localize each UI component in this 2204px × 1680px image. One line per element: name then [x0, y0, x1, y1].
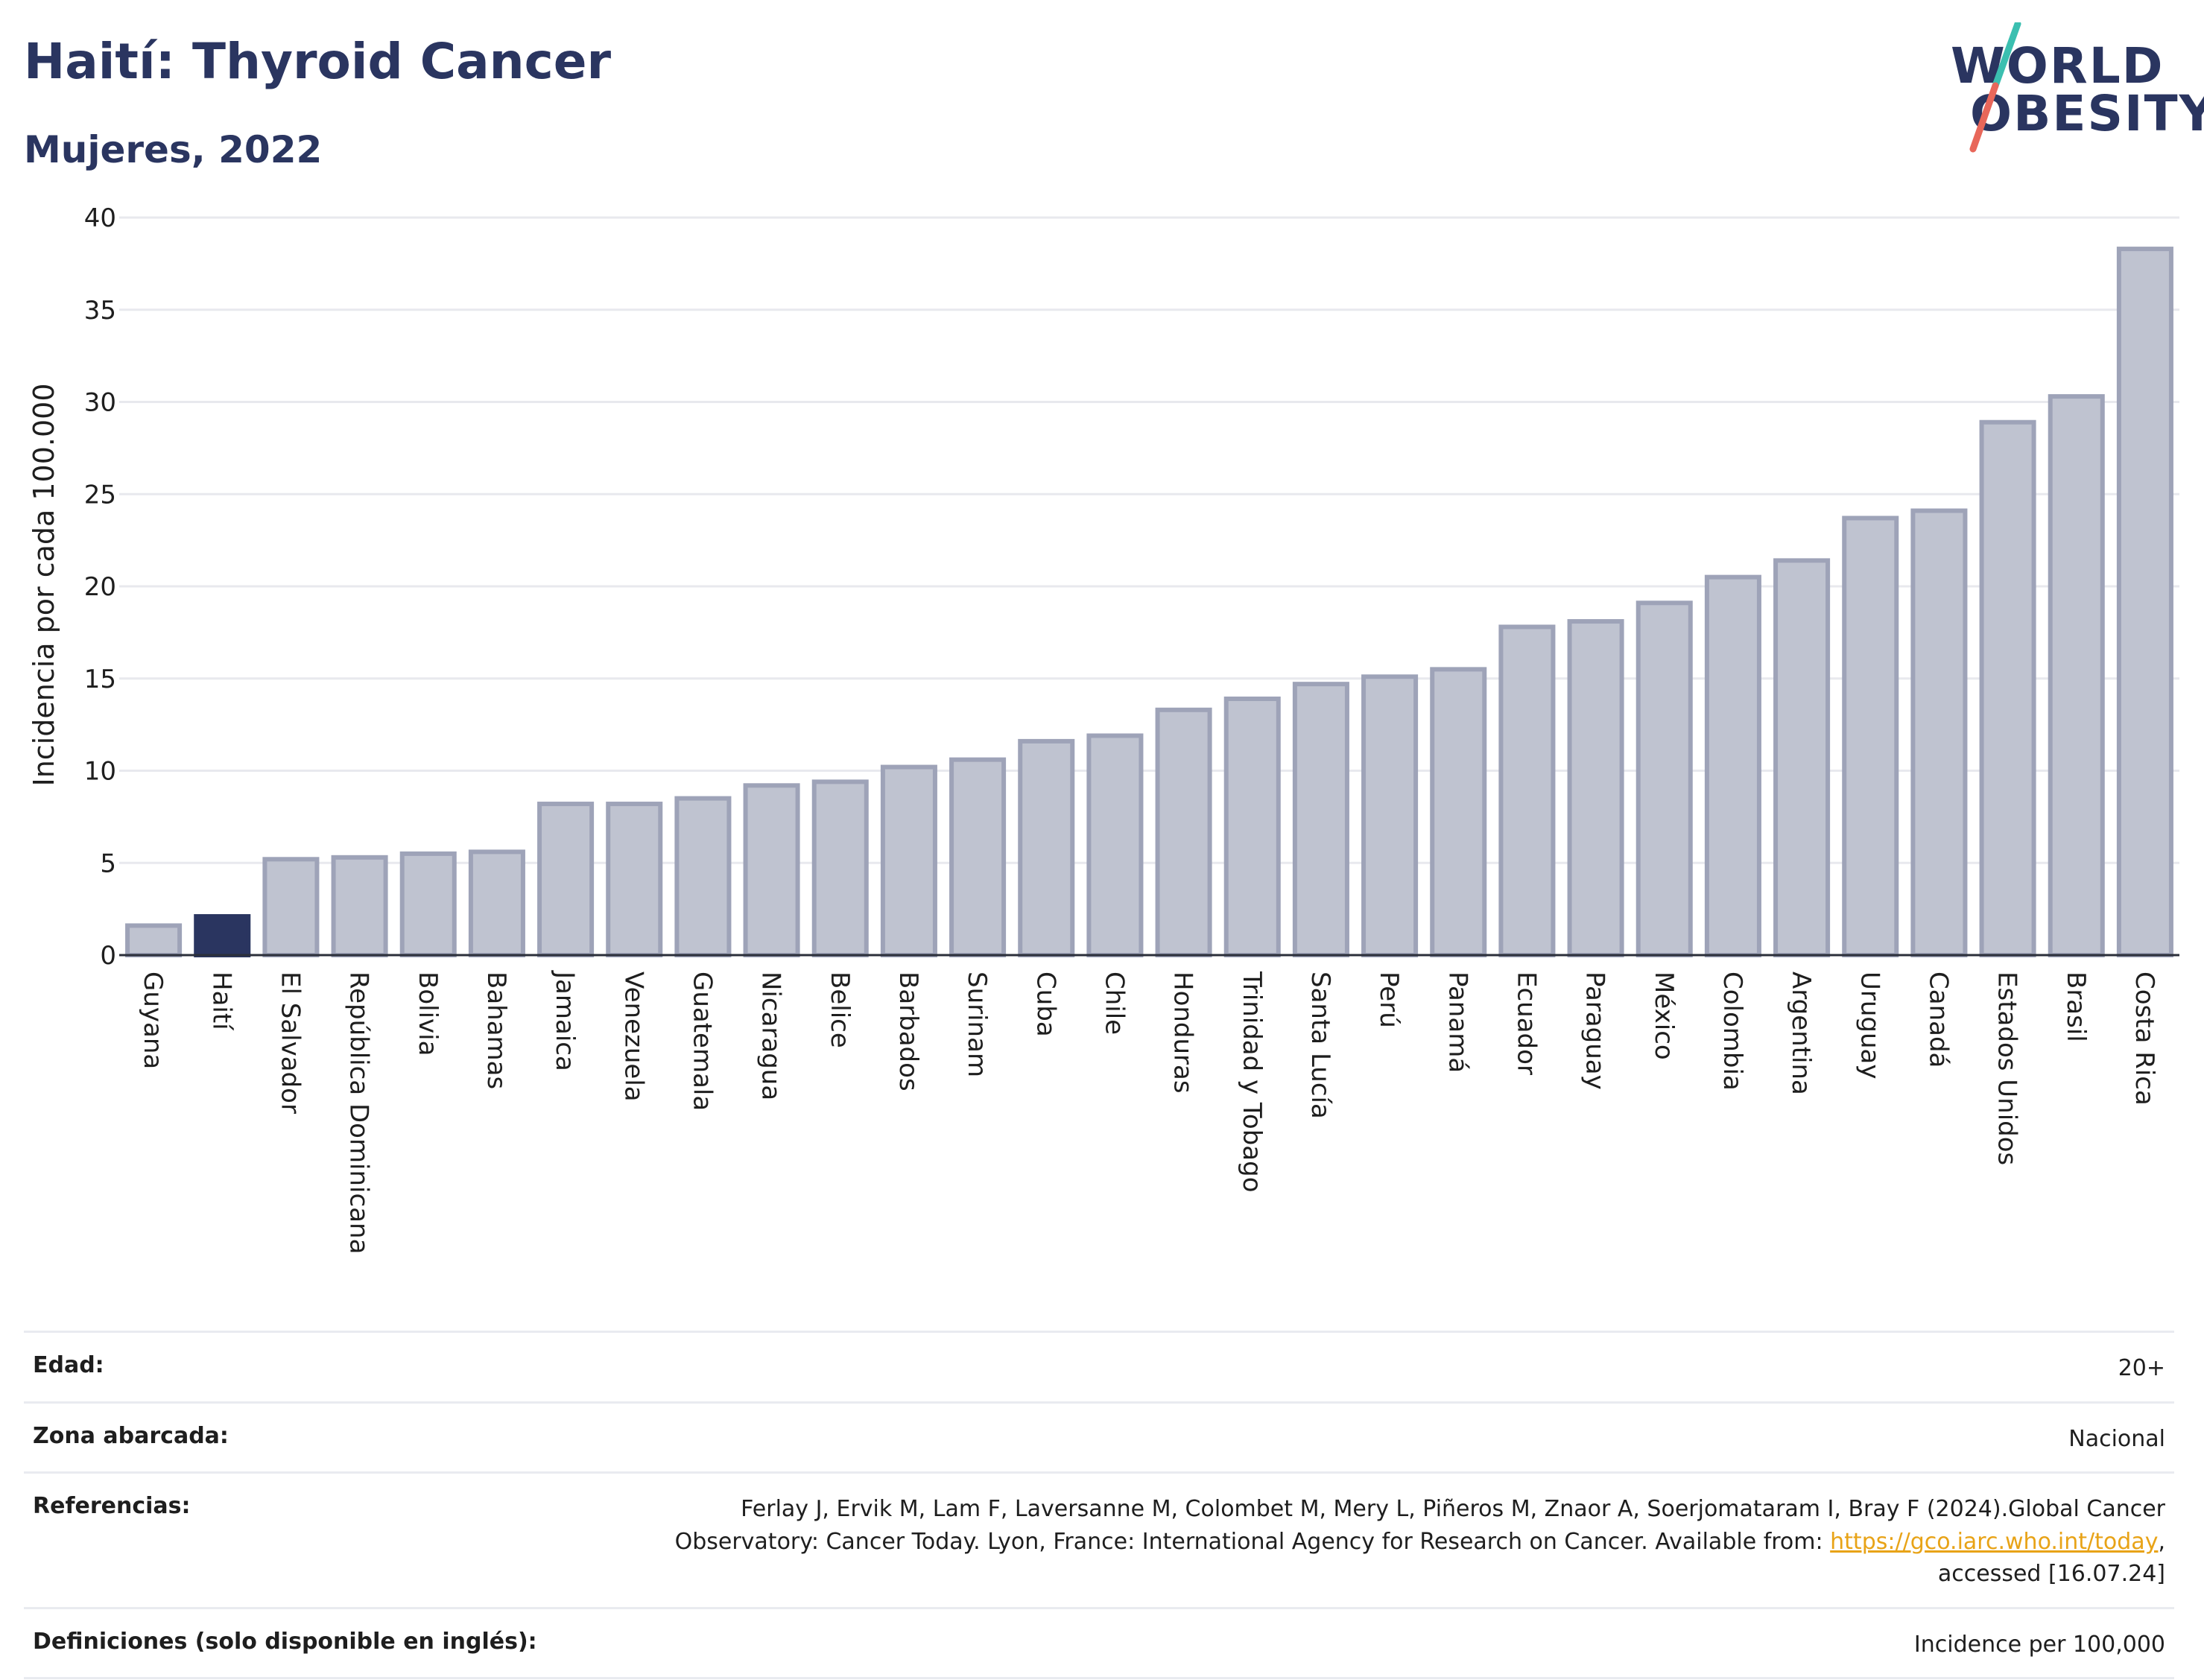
x-tick-label: Costa Rica [2129, 971, 2159, 1106]
x-tick-label: Brasil [2061, 971, 2091, 1042]
world-obesity-logo: WORLD OBESITY [1937, 22, 2204, 156]
reference-link[interactable]: https://gco.iarc.who.int/today [1830, 1528, 2159, 1555]
x-tick-label: Bahamas [481, 971, 511, 1089]
x-tick-label: Santa Lucía [1305, 971, 1335, 1119]
info-row-age: Edad: 20+ [24, 1331, 2174, 1401]
y-tick-label: 35 [84, 296, 116, 326]
y-tick-label: 15 [84, 665, 116, 694]
x-tick-label: Guatemala [687, 971, 717, 1111]
bar [1223, 696, 1281, 957]
bar [1704, 574, 1761, 957]
y-tick-label: 40 [84, 203, 116, 233]
bar [880, 764, 937, 958]
x-tick-label: Surinam [962, 971, 992, 1077]
x-tick-label: Honduras [1168, 971, 1198, 1094]
bar [1567, 619, 1624, 958]
bar [1979, 419, 2036, 957]
logo-slash-icon [1969, 22, 2021, 153]
x-tick-label: Canadá [1923, 971, 1953, 1068]
y-tick-label: 25 [84, 480, 116, 510]
info-row-area: Zona abarcada: Nacional [24, 1401, 2174, 1472]
x-tick-label: Nicaragua [756, 971, 786, 1100]
y-tick-label: 30 [84, 388, 116, 418]
logo-text-world: WORLD [1951, 37, 2165, 95]
info-key: Referencias: [33, 1493, 191, 1519]
info-row-definitions: Definiciones (solo disponible en inglés)… [24, 1606, 2174, 1679]
info-key: Edad: [33, 1352, 104, 1378]
bar [1292, 682, 1349, 957]
x-tick-label: Chile [1099, 971, 1129, 1035]
bar [949, 757, 1007, 958]
info-key: Definiciones (solo disponible en inglés)… [33, 1628, 537, 1655]
bar [606, 802, 663, 958]
x-tick-label: México [1649, 971, 1679, 1060]
bar [1086, 733, 1144, 957]
bar-highlight [194, 914, 251, 958]
y-axis-title: Incidencia por cada 100.000 [28, 383, 60, 786]
x-tick-label: Ecuador [1511, 971, 1541, 1075]
page-title: Haití: Thyroid Cancer [24, 33, 612, 90]
info-value: Nacional [2068, 1425, 2165, 1452]
x-tick-label: Paraguay [1580, 971, 1610, 1090]
bar [1498, 624, 1556, 957]
logo-text-obesity: OBESITY [1970, 85, 2204, 142]
bar [674, 796, 732, 957]
x-tick-label: Cuba [1030, 971, 1060, 1037]
bar [468, 849, 525, 958]
bar [399, 851, 457, 957]
bar [2116, 247, 2173, 957]
x-tick-label: Uruguay [1855, 971, 1884, 1080]
bar [1430, 667, 1487, 957]
info-row-references: Referencias: Ferlay J, Ervik M, Lam F, L… [24, 1471, 2174, 1607]
x-tick-label: Jamaica [550, 970, 580, 1071]
x-tick-label: República Dominicana [344, 971, 374, 1254]
page-subtitle: Mujeres, 2022 [24, 128, 323, 171]
bar [125, 923, 183, 958]
bar [2048, 394, 2105, 957]
info-value: Ferlay J, Ervik M, Lam F, Laversanne M, … [638, 1493, 2165, 1591]
info-value: 20+ [2118, 1355, 2165, 1381]
y-tick-label: 10 [84, 757, 116, 787]
info-table: Edad: 20+ Zona abarcada: Nacional Refere… [24, 1331, 2174, 1679]
y-tick-label: 0 [100, 941, 116, 971]
bar [1155, 707, 1212, 957]
bars [125, 247, 2173, 958]
x-tick-label: Trinidad y Tobago [1237, 971, 1267, 1193]
bar [537, 802, 595, 958]
x-tick-label: Venezuela [618, 971, 648, 1102]
bar [1773, 558, 1831, 957]
bar [262, 857, 320, 958]
reference-text: Ferlay J, Ervik M, Lam F, Laversanne M, … [674, 1496, 2165, 1555]
info-value: Incidence per 100,000 [1913, 1631, 2165, 1658]
bar [743, 783, 800, 958]
bar [1361, 674, 1419, 958]
x-tick-label: Panamá [1443, 971, 1472, 1073]
x-tick-label: Belice [825, 971, 855, 1048]
x-tick-label: Perú [1374, 971, 1404, 1028]
bar [1018, 738, 1075, 958]
y-tick-label: 5 [100, 849, 116, 878]
bar [1842, 516, 1899, 957]
bar [811, 779, 869, 957]
x-tick-label: Barbados [893, 971, 923, 1091]
x-tick-label: Guyana [138, 971, 168, 1069]
x-tick-label: Colombia [1717, 971, 1747, 1091]
bar [331, 855, 388, 957]
axes: 0 5 10 15 20 25 30 35 40 Guyana Haití El Salvador Re… [84, 203, 2179, 1254]
bar [1910, 508, 1968, 957]
x-tick-label: Argentina [1786, 971, 1816, 1095]
bar-chart: 0 5 10 15 20 25 30 35 40 Guyana Haití El Salvador Re… [28, 203, 2179, 1254]
info-key: Zona abarcada: [33, 1422, 229, 1449]
x-tick-label: El Salvador [275, 971, 305, 1114]
x-tick-label: Bolivia [413, 971, 443, 1056]
x-tick-label: Estados Unidos [1992, 971, 2022, 1165]
y-tick-label: 20 [84, 572, 116, 602]
bar [1635, 600, 1693, 958]
x-tick-label: Haití [206, 971, 236, 1031]
reference-accessed: , accessed [16.07.24] [1937, 1528, 2165, 1588]
